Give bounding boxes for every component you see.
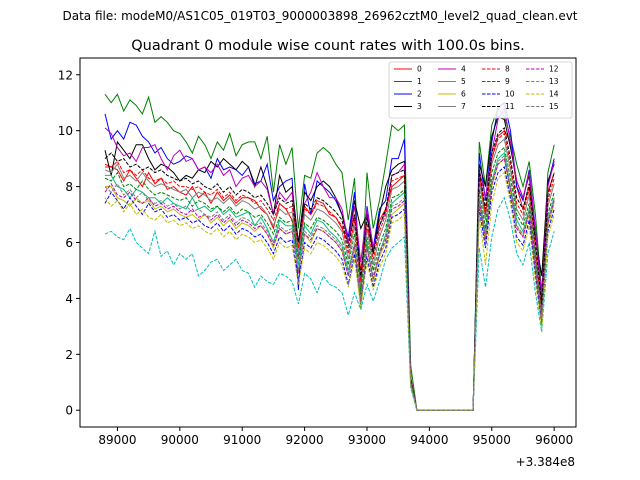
y-tick-label: 10 <box>58 124 73 138</box>
legend-label-9: 9 <box>505 77 510 86</box>
legend-label-7: 7 <box>461 102 466 111</box>
y-tick-label: 8 <box>65 180 73 194</box>
x-tick-label: 91000 <box>223 433 261 447</box>
x-tick-label: 89000 <box>98 433 136 447</box>
legend-label-0: 0 <box>417 65 422 74</box>
chart-title: Quadrant 0 module wise count rates with … <box>131 38 525 54</box>
x-tick-label: 92000 <box>286 433 324 447</box>
data-file-header: Data file: modeM0/AS1C05_019T03_90000038… <box>62 9 577 23</box>
y-axis: 0 2 4 6 8 10 12 <box>58 68 80 418</box>
legend-label-3: 3 <box>417 102 422 111</box>
y-tick-label: 0 <box>65 404 73 418</box>
legend-label-5: 5 <box>461 77 466 86</box>
x-axis: 89000 90000 91000 92000 93000 94000 95000 96000 <box>98 427 573 447</box>
legend-label-1: 1 <box>417 77 422 86</box>
x-tick-label: 96000 <box>535 433 573 447</box>
series-line-15 <box>104 154 555 411</box>
legend-label-2: 2 <box>417 90 422 99</box>
legend-label-4: 4 <box>461 65 466 74</box>
series-line-2 <box>104 101 555 411</box>
legend-label-10: 10 <box>505 90 515 99</box>
x-axis-offset-label: +3.384e8 <box>516 455 575 469</box>
x-tick-label: 90000 <box>161 433 199 447</box>
legend-label-6: 6 <box>461 90 466 99</box>
y-tick-label: 4 <box>65 292 73 306</box>
series-line-13 <box>104 196 555 411</box>
series-line-11 <box>104 126 555 411</box>
series-line-3 <box>104 116 555 411</box>
legend-label-14: 14 <box>549 90 559 99</box>
legend-label-11: 11 <box>505 102 515 111</box>
series-layer <box>104 93 555 411</box>
legend-label-12: 12 <box>549 65 559 74</box>
y-tick-label: 2 <box>65 348 73 362</box>
legend-label-8: 8 <box>505 65 510 74</box>
series-line-1 <box>104 93 555 411</box>
legend-box <box>388 61 573 119</box>
x-tick-label: 93000 <box>348 433 386 447</box>
x-tick-label: 95000 <box>473 433 511 447</box>
legend-label-15: 15 <box>549 102 559 111</box>
y-tick-label: 12 <box>58 68 73 82</box>
x-tick-label: 94000 <box>410 433 448 447</box>
y-tick-label: 6 <box>65 236 73 250</box>
legend-label-13: 13 <box>549 77 559 86</box>
